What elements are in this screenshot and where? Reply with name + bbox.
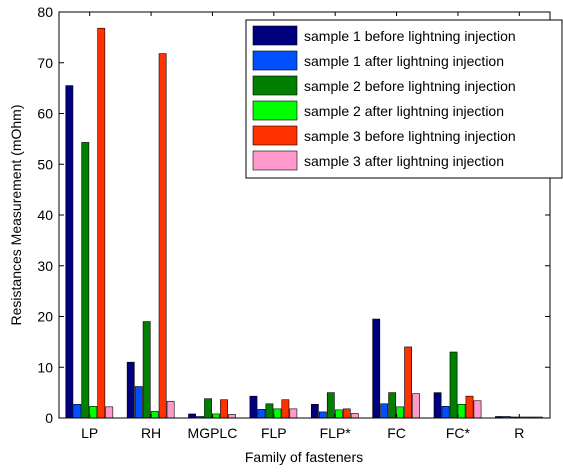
bar-FC-series-6 xyxy=(412,393,420,419)
x-tick-label: RH xyxy=(141,425,161,441)
bar-FC*-series-2 xyxy=(441,406,450,419)
legend-label: sample 3 before lightning injection xyxy=(304,128,516,144)
bar-FLP-series-1 xyxy=(249,395,258,419)
legend-label: sample 3 after lightning injection xyxy=(304,153,504,169)
legend-label: sample 2 after lightning injection xyxy=(304,103,504,119)
bar-FLP*-series-1 xyxy=(310,403,319,419)
bar-FLP*-series-5 xyxy=(342,408,351,419)
bar-MGPLC-series-6 xyxy=(228,414,236,419)
legend-swatch xyxy=(252,150,298,171)
bar-LP-series-1 xyxy=(65,85,74,419)
bar-RH-series-1 xyxy=(126,361,135,419)
bar-RH-series-5 xyxy=(158,53,167,419)
bar-MGPLC-series-5 xyxy=(220,399,228,419)
legend-label: sample 2 before lightning injection xyxy=(304,78,516,94)
bar-FC-series-2 xyxy=(380,403,389,419)
bar-LP-series-5 xyxy=(97,27,106,419)
bar-LP-series-4 xyxy=(89,406,98,419)
bar-FC-series-5 xyxy=(404,346,413,419)
bar-FLP-series-3 xyxy=(265,403,274,419)
bar-FC-series-1 xyxy=(372,318,381,419)
y-tick-labels: 0 10 20 30 40 50 60 70 80 xyxy=(37,4,53,426)
bar-FC*-series-6 xyxy=(473,400,482,419)
y-tick-label: 40 xyxy=(37,207,53,223)
legend-swatch xyxy=(252,100,298,121)
bar-LP-series-6 xyxy=(105,406,114,419)
bar-FLP-series-2 xyxy=(257,409,266,419)
bar-RH-series-6 xyxy=(166,400,175,419)
legend-box xyxy=(245,19,563,179)
x-tick-label: R xyxy=(514,425,524,441)
bar-FLP*-series-3 xyxy=(326,392,335,419)
bar-RH-series-2 xyxy=(134,386,143,419)
x-tick-label: FLP xyxy=(261,425,287,441)
legend-label: sample 1 before lightning injection xyxy=(304,28,516,44)
plot-frame xyxy=(58,11,551,419)
bar-FLP*-series-2 xyxy=(318,411,327,419)
axes-group xyxy=(58,11,551,419)
x-tick-label: FC* xyxy=(446,425,471,441)
y-axis-title: Resistances Measurement (mOhm) xyxy=(8,105,24,326)
x-axis-title: Family of fasteners xyxy=(245,449,363,465)
y-tick-label: 10 xyxy=(37,359,53,375)
bar-RH-series-3 xyxy=(142,321,151,419)
bar-FC-series-4 xyxy=(396,406,405,419)
y-tick-label: 20 xyxy=(37,309,53,325)
legend: sample 1 before lightning injection sampl… xyxy=(245,19,563,179)
bar-FC*-series-5 xyxy=(465,395,474,419)
legend-label: sample 1 after lightning injection xyxy=(304,53,504,69)
bar-FLP-series-6 xyxy=(289,408,298,419)
bar-MGPLC-series-1 xyxy=(188,413,196,419)
x-tick-label: MGPLC xyxy=(188,425,238,441)
legend-swatch xyxy=(252,125,298,146)
bar-FC*-series-4 xyxy=(457,403,466,419)
legend-swatch xyxy=(252,75,298,96)
bar-FLP-series-4 xyxy=(273,408,282,419)
bar-LP-series-2 xyxy=(73,403,82,419)
bar-LP-series-3 xyxy=(81,142,90,419)
y-tick-label: 80 xyxy=(37,4,53,20)
y-tick-label: 0 xyxy=(45,410,53,426)
bar-FC*-series-3 xyxy=(449,351,458,419)
x-tick-label: FLP* xyxy=(320,425,352,441)
x-tick-labels: LP RH MGPLC FLP FLP* FC FC* R xyxy=(81,425,524,441)
y-tick-label: 50 xyxy=(37,156,53,172)
x-tick-label: LP xyxy=(81,425,98,441)
bar-FC-series-3 xyxy=(388,392,397,419)
bar-MGPLC-series-3 xyxy=(204,398,212,419)
bar-FLP*-series-6 xyxy=(350,413,359,419)
bar-FLP-series-5 xyxy=(281,399,290,419)
bar-FLP*-series-4 xyxy=(334,409,343,419)
legend-swatch xyxy=(252,25,298,46)
x-tick-label: FC xyxy=(387,425,406,441)
bar-FC*-series-1 xyxy=(433,392,442,419)
bar-RH-series-4 xyxy=(150,411,159,419)
legend-swatch xyxy=(252,50,298,71)
y-tick-label: 70 xyxy=(37,55,53,71)
y-tick-label: 60 xyxy=(37,106,53,122)
y-tick-label: 30 xyxy=(37,258,53,274)
bar-MGPLC-series-4 xyxy=(212,413,220,419)
